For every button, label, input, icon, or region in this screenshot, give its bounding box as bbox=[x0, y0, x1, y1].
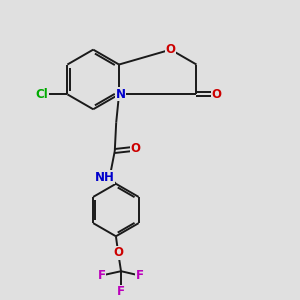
Text: O: O bbox=[212, 88, 221, 101]
Text: O: O bbox=[166, 43, 176, 56]
Text: F: F bbox=[136, 269, 143, 282]
Text: NH: NH bbox=[94, 171, 115, 184]
Text: O: O bbox=[130, 142, 140, 155]
Text: F: F bbox=[117, 285, 125, 298]
Text: N: N bbox=[116, 88, 125, 101]
Text: O: O bbox=[113, 246, 123, 259]
Text: F: F bbox=[98, 269, 106, 282]
Text: Cl: Cl bbox=[35, 88, 48, 101]
